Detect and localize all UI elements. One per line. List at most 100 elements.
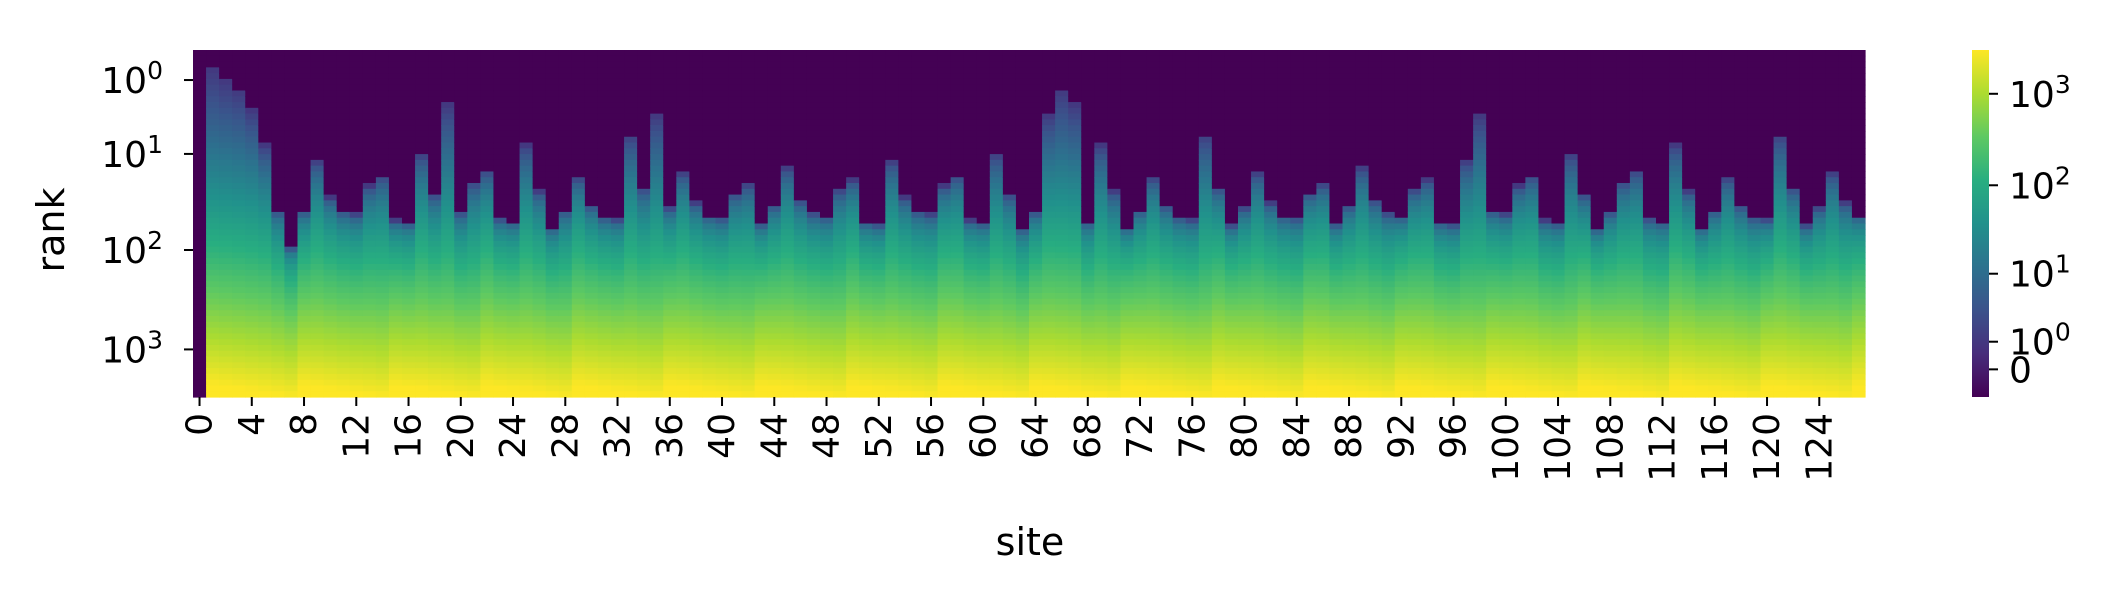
heatmap-cell	[663, 183, 677, 189]
heatmap-cell	[415, 212, 429, 218]
heatmap-cell	[925, 108, 939, 114]
heatmap-cell	[637, 281, 651, 287]
heatmap-cell	[964, 328, 978, 334]
heatmap-cell	[1147, 304, 1161, 310]
heatmap-cell	[428, 304, 442, 310]
heatmap-cell	[637, 137, 651, 143]
heatmap-cell	[493, 339, 507, 345]
heatmap-cell	[938, 328, 952, 334]
heatmap-cell	[689, 310, 703, 316]
heatmap-cell	[454, 333, 468, 339]
heatmap-cell	[650, 166, 664, 172]
heatmap-cell	[951, 368, 965, 374]
heatmap-cell	[624, 79, 638, 85]
heatmap-cell	[585, 362, 599, 368]
heatmap-cell	[1199, 368, 1213, 374]
heatmap-cell	[859, 339, 873, 345]
heatmap-cell	[559, 374, 573, 380]
heatmap-cell	[794, 293, 808, 299]
heatmap-cell	[1147, 380, 1161, 386]
heatmap-cell	[807, 247, 821, 253]
heatmap-cell	[284, 166, 298, 172]
heatmap-cell	[925, 391, 939, 397]
heatmap-cell	[938, 351, 952, 357]
heatmap-cell	[1134, 114, 1148, 120]
heatmap-cell	[1186, 229, 1200, 235]
heatmap-cell	[1029, 114, 1043, 120]
heatmap-cell	[271, 166, 285, 172]
heatmap-cell	[454, 119, 468, 125]
heatmap-cell	[1173, 108, 1187, 114]
heatmap-cell	[232, 62, 246, 68]
heatmap-cell	[454, 90, 468, 96]
heatmap-cell	[415, 90, 429, 96]
heatmap-cell	[520, 270, 534, 276]
heatmap-cell	[925, 339, 939, 345]
heatmap-cell	[245, 143, 259, 149]
heatmap-cell	[1238, 235, 1252, 241]
heatmap-cell	[846, 322, 860, 328]
heatmap-cell	[689, 258, 703, 264]
heatmap-cell	[415, 339, 429, 345]
heatmap-cell	[702, 183, 716, 189]
heatmap-cell	[1264, 258, 1278, 264]
heatmap-cell	[507, 264, 521, 270]
heatmap-cell	[337, 102, 351, 108]
heatmap-cell	[702, 264, 716, 270]
heatmap-cell	[676, 241, 690, 247]
heatmap-cell	[415, 131, 429, 137]
heatmap-cell	[676, 218, 690, 224]
heatmap-cell	[689, 114, 703, 120]
heatmap-cell	[1147, 299, 1161, 305]
heatmap-cell	[520, 143, 534, 149]
heatmap-cell	[1225, 206, 1239, 212]
heatmap-cell	[833, 322, 847, 328]
heatmap-cell	[193, 177, 207, 183]
heatmap-cell	[415, 247, 429, 253]
heatmap-cell	[820, 264, 834, 270]
heatmap-cell	[702, 299, 716, 305]
heatmap-cell	[271, 322, 285, 328]
heatmap-cell	[193, 252, 207, 258]
heatmap-cell	[1225, 287, 1239, 293]
heatmap-cell	[637, 148, 651, 154]
heatmap-cell	[1134, 206, 1148, 212]
heatmap-cell	[402, 362, 416, 368]
heatmap-cell	[898, 247, 912, 253]
heatmap-cell	[350, 385, 364, 391]
heatmap-cell	[663, 96, 677, 102]
heatmap-cell	[415, 391, 429, 397]
heatmap-cell	[872, 154, 886, 160]
heatmap-cell	[807, 368, 821, 374]
heatmap-cell	[271, 339, 285, 345]
heatmap-cell	[1120, 328, 1134, 334]
heatmap-cell	[807, 281, 821, 287]
heatmap-cell	[807, 131, 821, 137]
heatmap-cell	[872, 183, 886, 189]
heatmap-cell	[1160, 119, 1174, 125]
heatmap-cell	[415, 189, 429, 195]
heatmap-cell	[533, 310, 547, 316]
heatmap-cell	[206, 374, 220, 380]
heatmap-cell	[232, 345, 246, 351]
heatmap-cell	[284, 362, 298, 368]
heatmap-cell	[663, 345, 677, 351]
heatmap-cell	[1042, 316, 1056, 322]
heatmap-cell	[898, 374, 912, 380]
heatmap-cell	[441, 119, 455, 125]
heatmap-cell	[376, 281, 390, 287]
heatmap-cell	[716, 200, 730, 206]
heatmap-cell	[1225, 374, 1239, 380]
heatmap-cell	[245, 195, 259, 201]
heatmap-cell	[742, 252, 756, 258]
heatmap-cell	[493, 258, 507, 264]
heatmap-cell	[598, 114, 612, 120]
heatmap-cell	[1042, 131, 1056, 137]
heatmap-cell	[467, 339, 481, 345]
heatmap-cell	[245, 281, 259, 287]
heatmap-cell	[1094, 85, 1108, 91]
heatmap-cell	[258, 218, 272, 224]
heatmap-cell	[755, 166, 769, 172]
heatmap-cell	[755, 62, 769, 68]
heatmap-cell	[298, 125, 312, 131]
